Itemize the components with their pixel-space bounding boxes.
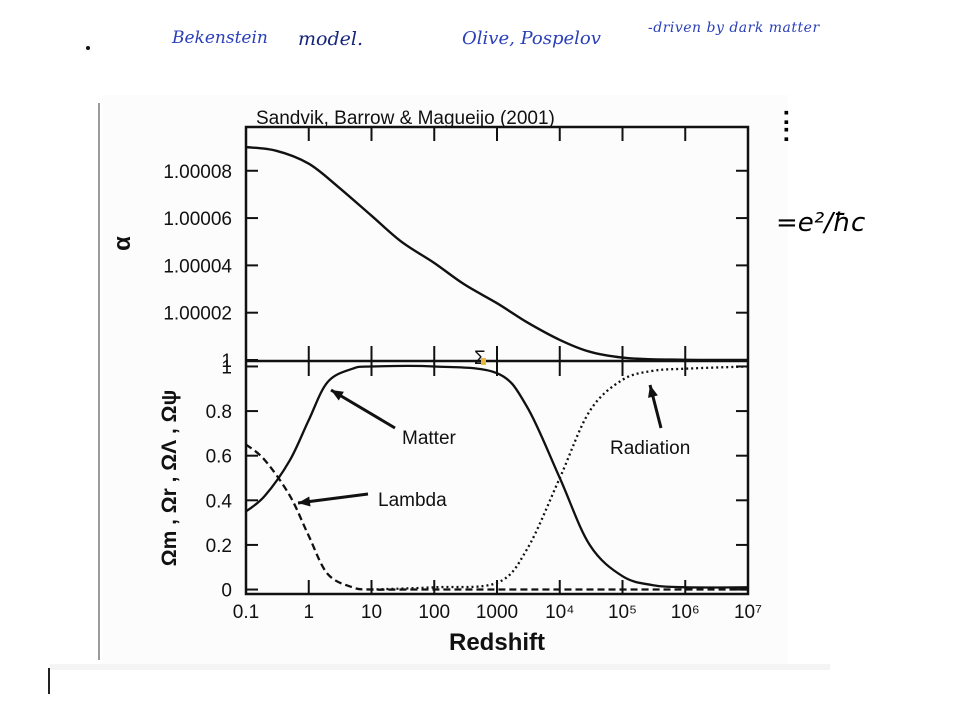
series-line-radiation <box>371 365 749 591</box>
x-tick-label: 100 <box>418 602 450 623</box>
y-axis-title-omega: Ωm , Ωr , ΩΛ , Ωψ <box>158 390 181 567</box>
handwritten-note-model: model. <box>298 28 363 50</box>
x-tick-label: 10 <box>361 602 382 623</box>
sigma-artifact: Σ <box>474 348 486 369</box>
slide-colon: :: <box>782 100 791 147</box>
series-line-lambda <box>245 443 748 591</box>
series-line-matter <box>245 364 749 589</box>
y-axis-title-alpha: α <box>109 236 136 251</box>
scan-edge-left <box>98 103 100 660</box>
x-axis-title: Redshift <box>449 629 545 656</box>
stray-dot <box>86 46 90 50</box>
handwritten-note-olive-pospelov: Olive, Pospelov <box>462 28 601 49</box>
scan-shadow <box>50 664 830 670</box>
x-tick-label: 1 <box>303 602 314 623</box>
x-tick-label: 10⁶ <box>671 602 700 623</box>
sigma-artifact-box <box>481 358 486 365</box>
y-tick-label-bottom: 0.6 <box>206 447 232 468</box>
handwritten-note-bekenstein: Bekenstein <box>172 28 268 48</box>
chart-title: Sandvik, Barrow & Magueijo (2001) <box>256 108 555 129</box>
y-tick-label-top: 1.00008 <box>163 162 232 183</box>
alpha-definition-fragment: =e²/ħc <box>776 208 866 238</box>
y-tick-label-bottom: 0.2 <box>206 536 232 557</box>
handwritten-note-driven-by-dark-matter: -driven by dark matter <box>648 20 820 36</box>
lambda-arrow-head <box>298 496 311 507</box>
matter-arrow-head <box>331 390 344 401</box>
x-tick-label: 10⁷ <box>734 602 762 623</box>
radiation-arrow-head <box>648 385 658 398</box>
scan-edge-bottom-left <box>48 668 50 694</box>
annotation-matter: Matter <box>402 428 457 449</box>
y-tick-label-bottom: 0.4 <box>206 491 233 512</box>
matter-arrow-shaft <box>330 388 396 430</box>
x-tick-label: 0.1 <box>233 602 259 623</box>
y-tick-label-bottom: 0.8 <box>206 402 232 423</box>
y-tick-label-bottom: 0 <box>221 581 232 602</box>
y-tick-label-bottom: 1 <box>221 357 232 378</box>
annotation-radiation: Radiation <box>610 438 690 459</box>
y-tick-label-top: 1 <box>221 351 232 372</box>
y-tick-label-top: 1.00004 <box>163 256 232 277</box>
x-tick-label: 1000 <box>476 602 518 623</box>
y-tick-label-top: 1.00002 <box>163 304 232 325</box>
alpha-curve <box>245 145 748 362</box>
x-tick-label: 10⁴ <box>545 602 574 623</box>
scanned-figure-background <box>102 95 788 670</box>
annotation-lambda: Lambda <box>378 490 447 511</box>
y-tick-label-top: 1.00006 <box>163 209 232 230</box>
x-tick-label: 10⁵ <box>608 602 637 623</box>
